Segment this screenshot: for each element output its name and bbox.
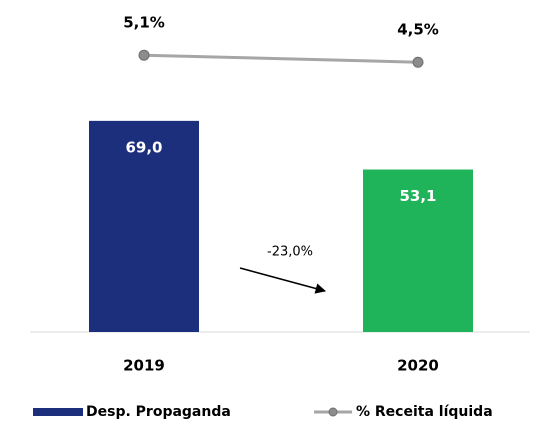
x-tick-label: 2020: [397, 357, 439, 375]
line-marker: [412, 56, 424, 68]
bar: [89, 120, 199, 332]
data-label: 4,5%: [397, 21, 439, 39]
data-label: 5,1%: [123, 14, 165, 32]
legend-label: % Receita líquida: [356, 404, 493, 420]
line: [143, 53, 419, 64]
legend-label: Desp. Propaganda: [86, 404, 231, 420]
legend-marker: [328, 407, 338, 417]
legend-swatch: [33, 408, 83, 416]
data-label: 53,1: [399, 187, 436, 205]
line-marker: [138, 49, 150, 61]
change-arrow: [239, 267, 327, 294]
annotation: -23,0%: [267, 245, 313, 260]
bar: [363, 169, 473, 332]
data-label: 69,0: [125, 138, 162, 156]
x-tick-label: 2019: [123, 357, 165, 375]
